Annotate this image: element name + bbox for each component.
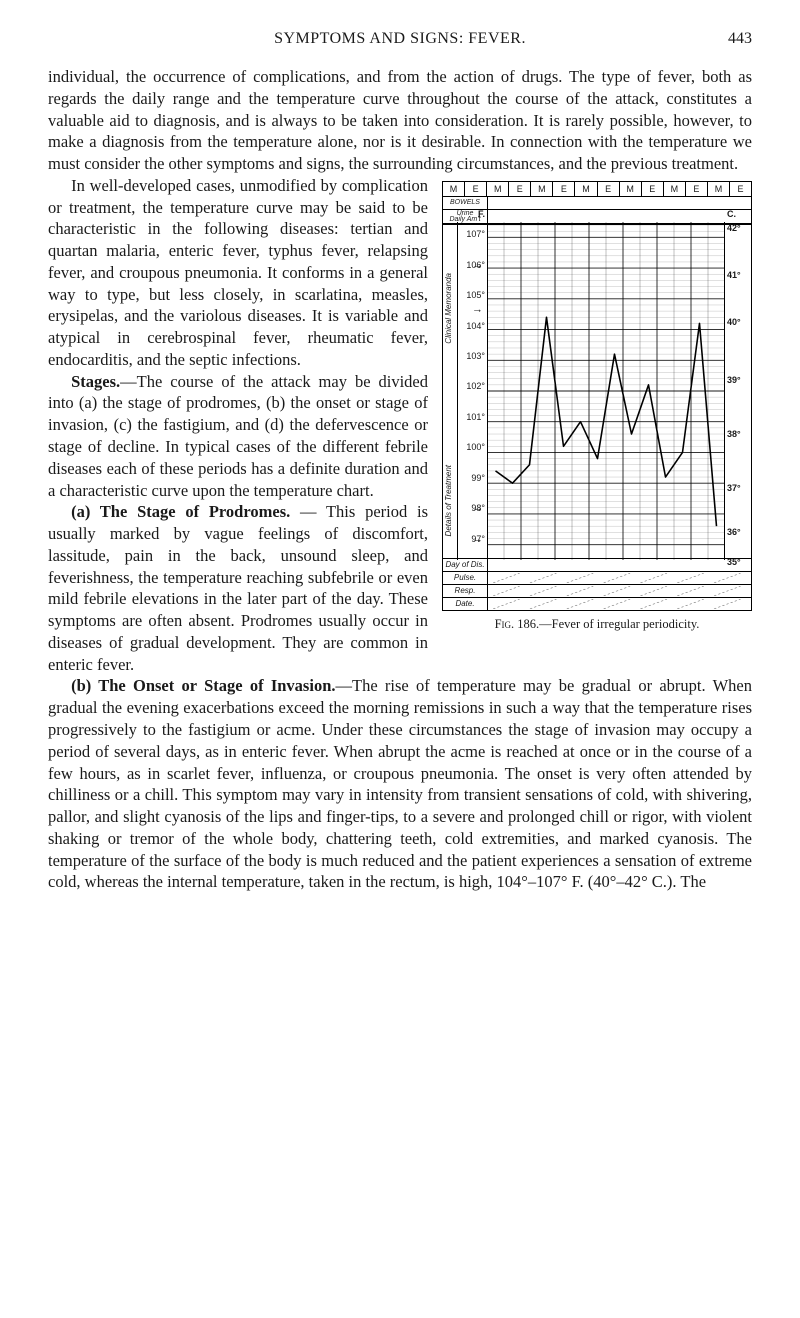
chart-f-axis: F. 107°106°105°104°103°102°101°100°99°98… bbox=[457, 222, 488, 560]
f-axis-letter: F. bbox=[478, 209, 485, 221]
f-tick: 100° bbox=[466, 442, 485, 454]
temperature-chart: MEMEMEMEMEMEME BOWELS Urine Daily Am't bbox=[442, 181, 752, 611]
me-cell: E bbox=[730, 182, 751, 196]
stages-heading: Stages. bbox=[71, 372, 120, 391]
page-header: SYMPTOMS AND SIGNS: FEVER. 443 bbox=[48, 30, 752, 48]
f-tick: 102° bbox=[466, 382, 485, 394]
me-cell: M bbox=[620, 182, 642, 196]
arrow-icon: → bbox=[472, 532, 483, 547]
figure-caption: Fig. 186.—Fever of irregular pe­riodicit… bbox=[442, 617, 752, 632]
f-tick: 107° bbox=[466, 229, 485, 241]
f-tick: 99° bbox=[471, 473, 485, 485]
f-tick: 101° bbox=[466, 412, 485, 424]
prodromes-heading: (a) The Stage of Prodromes. bbox=[71, 502, 290, 521]
chart-bottom-row: Pulse. bbox=[443, 572, 751, 585]
me-cell: E bbox=[598, 182, 620, 196]
arrow-icon: → bbox=[472, 259, 483, 274]
me-cell: M bbox=[664, 182, 686, 196]
chart-me-header: MEMEMEMEMEMEME bbox=[443, 182, 751, 197]
c-axis-letter: C. bbox=[727, 209, 736, 221]
c-tick: 38° bbox=[727, 429, 741, 441]
page-number: 443 bbox=[712, 30, 752, 48]
arrow-icon: → bbox=[472, 502, 483, 517]
paragraph-1: individual, the occurrence of complicati… bbox=[48, 66, 752, 175]
me-cell: M bbox=[531, 182, 553, 196]
chart-bottom-row: Day of Dis. bbox=[443, 559, 751, 572]
me-cell: M bbox=[443, 182, 465, 196]
f-tick: 105° bbox=[466, 290, 485, 302]
c-tick: 37° bbox=[727, 483, 741, 495]
me-cell: E bbox=[553, 182, 575, 196]
me-cell: E bbox=[465, 182, 487, 196]
c-tick: 39° bbox=[727, 375, 741, 387]
me-cell: E bbox=[509, 182, 531, 196]
chart-grid bbox=[487, 222, 725, 560]
chart-bottom-rows: Day of Dis.Pulse.Resp.Date. bbox=[443, 558, 751, 610]
me-cell: M bbox=[708, 182, 730, 196]
f-tick: 104° bbox=[466, 321, 485, 333]
me-cell: E bbox=[686, 182, 708, 196]
chart-bowels-row: BOWELS bbox=[443, 197, 751, 210]
c-tick: 36° bbox=[727, 527, 741, 539]
chart-bottom-row: Date. bbox=[443, 598, 751, 610]
me-cell: E bbox=[642, 182, 664, 196]
c-tick: 41° bbox=[727, 270, 741, 282]
chart-bottom-row: Resp. bbox=[443, 585, 751, 598]
me-cell: M bbox=[487, 182, 509, 196]
figure-186: MEMEMEMEMEMEME BOWELS Urine Daily Am't bbox=[442, 181, 752, 632]
f-tick: 103° bbox=[466, 351, 485, 363]
arrow-icon: → bbox=[472, 302, 483, 317]
chart-left-vertical-labels: Clinical Memoranda Details of Treatment bbox=[443, 222, 458, 560]
onset-heading: (b) The Onset or Stage of Invasion. bbox=[71, 676, 335, 695]
c-tick: 42° bbox=[727, 223, 741, 235]
paragraph-onset: (b) The Onset or Stage of Invasion.—The … bbox=[48, 675, 752, 893]
chart-c-axis: C. 42°41°40°39°38°37°36°35° bbox=[724, 222, 751, 560]
c-tick: 40° bbox=[727, 317, 741, 329]
me-cell: M bbox=[575, 182, 597, 196]
running-head: SYMPTOMS AND SIGNS: FEVER. bbox=[88, 30, 712, 48]
